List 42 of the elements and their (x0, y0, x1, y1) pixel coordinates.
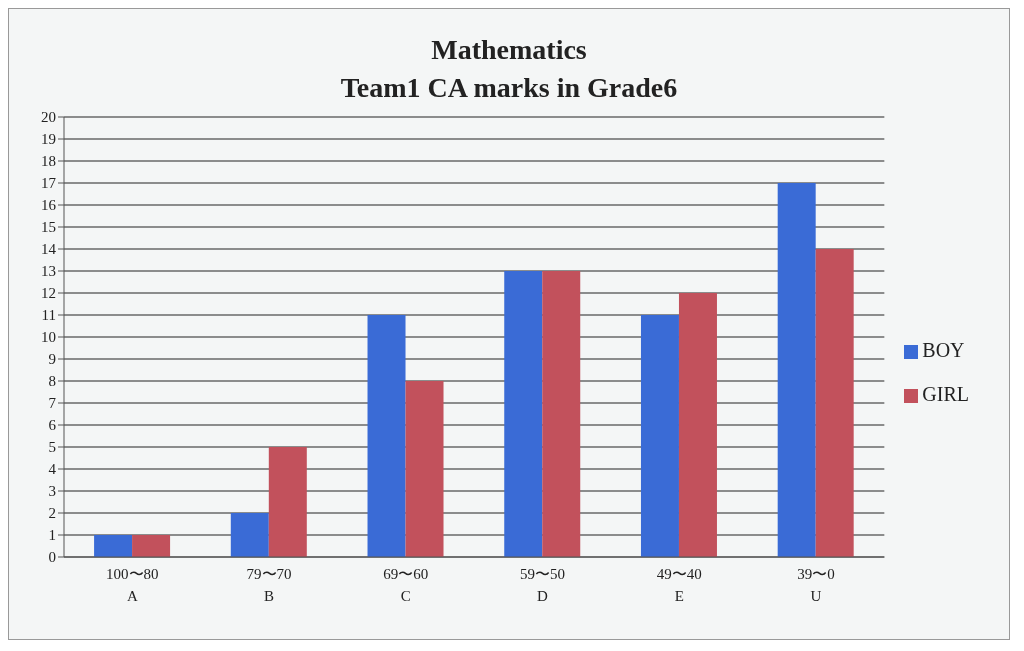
bar (678, 293, 717, 557)
y-tick-label: 9 (48, 351, 56, 368)
y-tick-label: 17 (41, 175, 57, 192)
y-tick-label: 16 (41, 197, 57, 214)
x-tick-label: 79〜70 B (246, 566, 292, 604)
bar (640, 315, 679, 557)
y-tick-label: 3 (48, 483, 56, 500)
y-tick-label: 0 (48, 549, 56, 566)
y-tick-label: 5 (48, 439, 56, 456)
y-tick-label: 11 (41, 307, 56, 324)
y-tick-label: 10 (41, 329, 56, 346)
y-tick-label: 15 (41, 219, 56, 236)
x-tick-label: 100〜80 A (106, 566, 159, 604)
bar (815, 249, 854, 557)
y-tick-label: 12 (41, 285, 56, 302)
bar (132, 535, 171, 557)
bar (777, 183, 816, 557)
bar (542, 271, 581, 557)
y-tick-label: 19 (41, 131, 56, 148)
y-tick-label: 1 (48, 527, 56, 544)
bar (230, 513, 269, 557)
chart-title: Mathematics Team1 CA marks in Grade6 (339, 33, 679, 105)
bar (268, 447, 307, 557)
y-tick-label: 13 (41, 263, 56, 280)
bar (504, 271, 543, 557)
bar (94, 535, 133, 557)
y-tick-label: 8 (48, 373, 56, 390)
x-tick-label: 49〜40 E (656, 566, 702, 604)
y-tick-label: 18 (41, 153, 56, 170)
bar (405, 381, 444, 557)
y-tick-label: 20 (41, 109, 56, 126)
legend-label: GIRL (922, 383, 969, 405)
y-tick-label: 4 (48, 461, 57, 478)
y-tick-label: 14 (41, 241, 57, 258)
bar (367, 315, 406, 557)
legend-label: BOY (922, 339, 965, 361)
y-tick-label: 7 (48, 395, 57, 412)
y-tick-label: 6 (48, 417, 57, 434)
x-tick-label: 69〜60 C (383, 566, 429, 604)
y-tick-label: 2 (48, 505, 56, 522)
x-tick-label: 39〜0 U (797, 566, 835, 604)
x-tick-label: 59〜50 D (520, 566, 566, 604)
